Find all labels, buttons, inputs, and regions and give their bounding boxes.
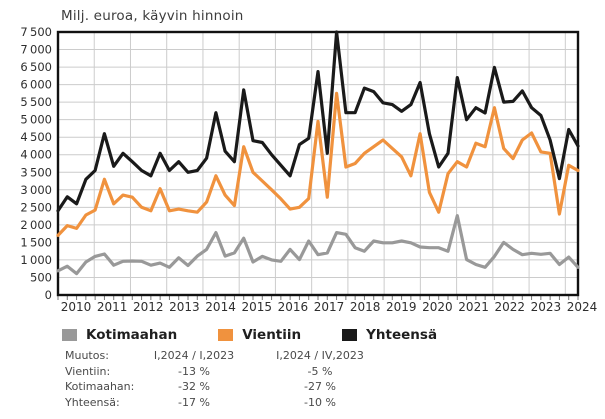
table-row: Yhteensä: -17 % -10 %: [65, 396, 400, 412]
change-table-title: Muutos:: [65, 349, 109, 362]
yhteensa-change-1: -17 %: [178, 395, 210, 409]
y-axis-tick-label: 7 500: [20, 25, 52, 39]
series-line-vientiin: [56, 91, 580, 237]
vientiin-change-2: -5 %: [307, 364, 333, 378]
y-axis-tick-label: 2 500: [20, 200, 52, 214]
x-axis-year-label: 2019: [386, 300, 417, 314]
x-axis-year-label: 2012: [133, 300, 164, 314]
legend-label-vientiin: Vientiin: [242, 327, 302, 343]
row-label-yhteensa: Yhteensä:: [65, 395, 120, 409]
x-axis-year-label: 2018: [350, 300, 381, 314]
x-axis-year-label: 2013: [169, 300, 200, 314]
x-axis-year-label: 2016: [278, 300, 309, 314]
change-col2-header: I,2024 / IV,2023: [276, 349, 364, 362]
series-line-kotimaahan: [56, 214, 580, 276]
change-table: Muutos: I,2024 / I,2023 I,2024 / IV,2023…: [65, 349, 400, 411]
x-axis-year-label: 2015: [241, 300, 272, 314]
x-axis-year-label: 2010: [61, 300, 92, 314]
change-col1-header: I,2024 / I,2023: [153, 349, 235, 362]
legend-item-yhteensa: Yhteensä: [342, 327, 437, 343]
yhteensa-change-2: -10 %: [304, 395, 336, 409]
series-line-yhteensa: [56, 30, 580, 213]
y-axis-tick-label: 3 500: [20, 165, 52, 179]
y-axis-tick-label: 6 500: [20, 60, 52, 74]
x-axis-year-label: 2024: [567, 300, 598, 314]
y-axis-tick-label: 3 000: [20, 183, 52, 197]
table-row: Kotimaahan: -32 % -27 %: [65, 380, 400, 396]
legend-item-kotimaahan: Kotimaahan: [62, 327, 177, 343]
legend-label-yhteensa: Yhteensä: [366, 327, 438, 343]
table-row: Vientiin: -13 % -5 %: [65, 365, 400, 381]
y-axis-tick-label: 1 500: [20, 235, 52, 249]
x-axis-year-label: 2014: [205, 300, 236, 314]
vientiin-swatch-icon: [218, 329, 234, 341]
x-axis-year-label: 2020: [422, 300, 453, 314]
chart-legend: Kotimaahan Vientiin Yhteensä: [62, 327, 478, 343]
gridlines: 0 500 1 000 1 500 2 000 2 500 3 000 3 500 4 000 4…: [20, 25, 578, 302]
chart-title: Milj. euroa, käyvin hinnoin: [61, 8, 244, 24]
y-axis-tick-label: 500: [30, 270, 52, 284]
y-axis-tick-label: 4 500: [20, 130, 52, 144]
y-axis-tick-label: 7 000: [20, 43, 52, 57]
line-chart: 0 500 1 000 1 500 2 000 2 500 3 000 3 500 4 000 4…: [20, 25, 598, 314]
legend-label-kotimaahan: Kotimaahan: [86, 327, 178, 343]
x-axis-year-label: 2022: [494, 300, 525, 314]
vientiin-change-1: -13 %: [178, 364, 210, 378]
y-axis-tick-label: 5 000: [20, 113, 52, 127]
y-axis-tick-label: 2 000: [20, 218, 52, 232]
kotimaahan-change-1: -32 %: [178, 380, 210, 393]
y-axis-tick-label: 5 500: [20, 95, 52, 109]
x-axis-year-label: 2021: [458, 300, 489, 314]
y-axis-tick-label: 0: [45, 288, 52, 302]
legend-item-vientiin: Vientiin: [218, 327, 301, 343]
y-axis-tick-label: 4 000: [20, 148, 52, 162]
kotimaahan-change-2: -27 %: [304, 380, 336, 393]
y-axis-tick-label: 6 000: [20, 78, 52, 92]
yhteensa-swatch-icon: [342, 329, 358, 341]
x-axis-labels: 2010 2011 2012 2013 2014 2015 2016 2017 2018 2019…: [61, 300, 598, 314]
plot-frame: [56, 30, 580, 297]
row-label-vientiin: Vientiin:: [65, 364, 111, 378]
x-axis-year-label: 2023: [531, 300, 562, 314]
change-table-header-row: Muutos: I,2024 / I,2023 I,2024 / IV,2023: [65, 349, 400, 365]
y-axis-tick-label: 1 000: [20, 253, 52, 267]
row-label-kotimaahan: Kotimaahan:: [65, 380, 135, 393]
x-axis-year-label: 2011: [97, 300, 128, 314]
kotimaahan-swatch-icon: [62, 329, 77, 341]
quarter-ticks: [57, 296, 579, 300]
x-axis-year-label: 2017: [314, 300, 345, 314]
